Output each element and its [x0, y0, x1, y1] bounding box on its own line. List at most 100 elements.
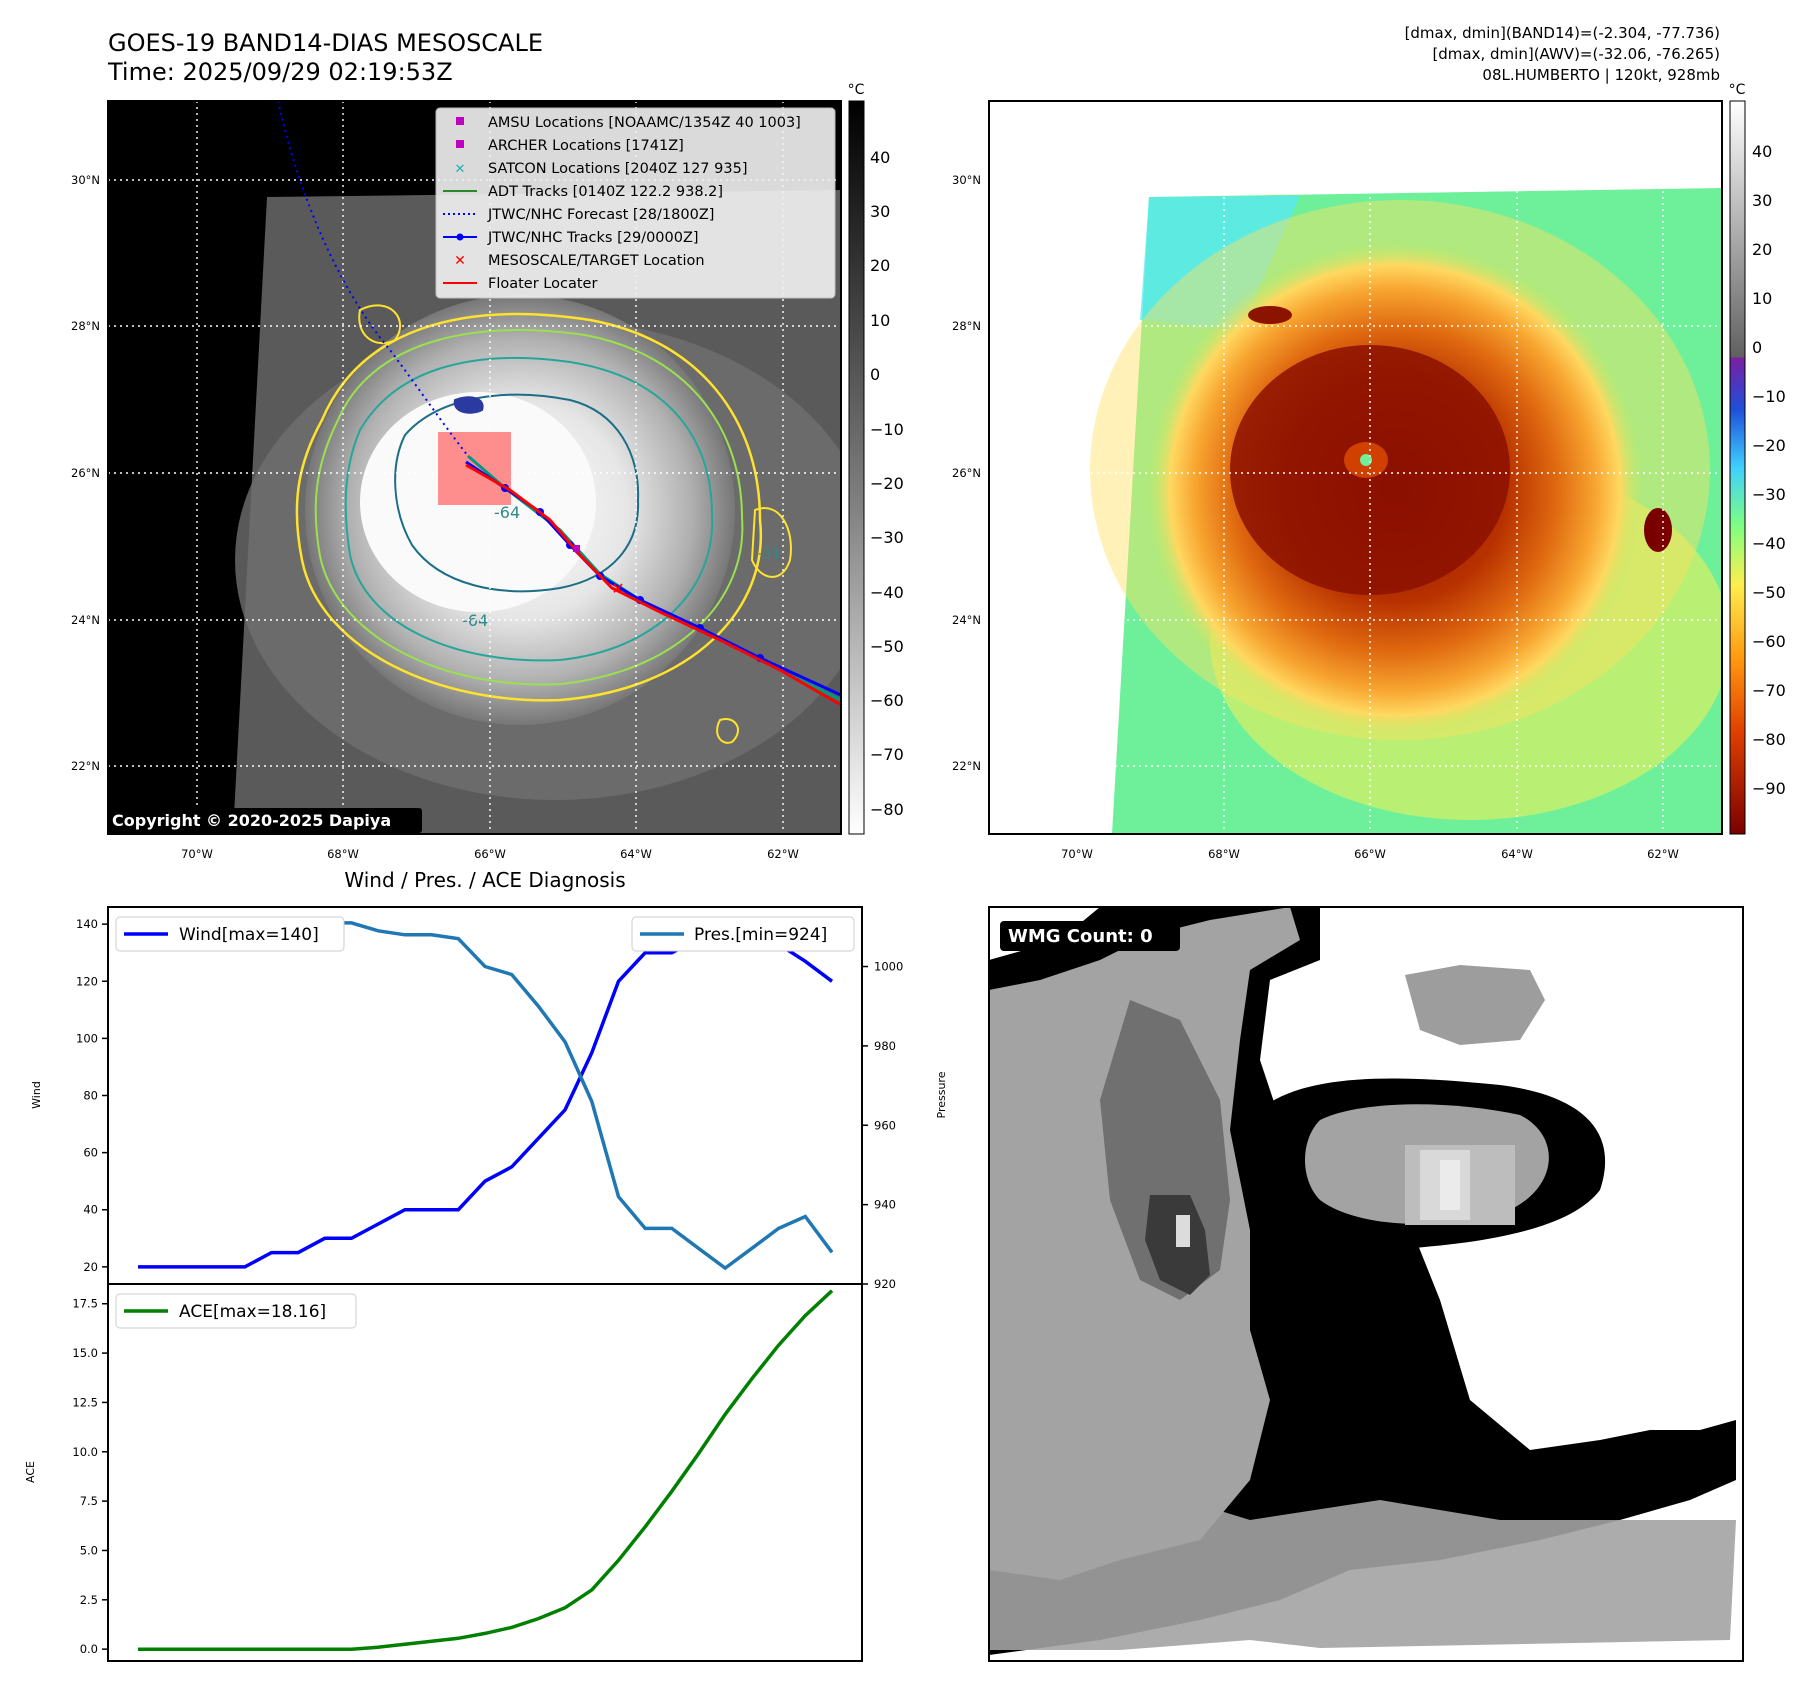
- legend-floater: Floater Locater: [488, 276, 597, 292]
- ir-colorbar-tick: 40: [870, 148, 890, 167]
- color-colorbar-tick: −50: [1752, 583, 1786, 602]
- ir-panel: -64 -64 -31: [71, 82, 904, 861]
- ir-colorbar-tick: 0: [870, 365, 880, 384]
- color-lon-label: 62°W: [1647, 847, 1679, 861]
- wmg-count-box: [1000, 921, 1180, 951]
- ir-colorbar-tick: −80: [870, 800, 904, 819]
- color-lat-label: 22°N: [952, 759, 981, 773]
- y-tick-label: 15.0: [72, 1346, 98, 1360]
- color-lon-label: 64°W: [1501, 847, 1533, 861]
- y-tick-label: 980: [874, 1039, 896, 1053]
- color-lat-label: 24°N: [952, 613, 981, 627]
- ir-contour-green: [314, 329, 744, 686]
- wind-y-axis: 20 40 60 80 100 120 140: [76, 917, 108, 1274]
- ir-colorbar-tick: −10: [870, 420, 904, 439]
- legend-satcon: SATCON Locations [2040Z 127 935]: [488, 161, 747, 177]
- color-colorbar-tick: 0: [1752, 338, 1762, 357]
- ir-legend: AMSU Locations [NOAAMC/1354Z 40 1003] AR…: [435, 107, 836, 299]
- wind-axis-label: Wind: [30, 1081, 43, 1109]
- y-tick-label: 80: [83, 1089, 98, 1103]
- color-colorbar-tick: −40: [1752, 534, 1786, 553]
- legend-amsu: AMSU Locations [NOAAMC/1354Z 40 1003]: [488, 115, 801, 131]
- color-colorbar-tick: 30: [1752, 191, 1772, 210]
- ir-colorbar-tick: −50: [870, 637, 904, 656]
- pressure-legend: Pres.[min=924]: [631, 916, 855, 952]
- ir-lon-label: 68°W: [327, 847, 359, 861]
- legend-tracks: JTWC/NHC Tracks [29/0000Z]: [487, 230, 699, 246]
- y-tick-label: 60: [83, 1146, 98, 1160]
- pressure-axis-label: Pressure: [935, 1071, 948, 1118]
- color-lat-label: 26°N: [952, 466, 981, 480]
- ir-contour-teal: [344, 356, 714, 662]
- y-tick-label: 0.0: [80, 1642, 98, 1656]
- legend-satcon-marker: ✕: [455, 162, 466, 177]
- ir-contour-yellow: [295, 312, 763, 702]
- wind-legend-label: Wind[max=140]: [179, 925, 319, 945]
- y-tick-label: 20: [83, 1260, 98, 1274]
- ir-colorbar-tick: 30: [870, 202, 890, 221]
- color-lat-labels: 30°N 28°N 26°N 24°N 22°N: [952, 173, 981, 773]
- y-tick-label: 140: [76, 917, 98, 931]
- color-colorbar-tick: −70: [1752, 681, 1786, 700]
- color-colorbar-unit: °C: [1729, 82, 1746, 98]
- color-colorbar-tick: −60: [1752, 632, 1786, 651]
- y-tick-label: 940: [874, 1198, 896, 1212]
- wind-legend: Wind[max=140]: [115, 916, 345, 952]
- y-tick-label: 10.0: [72, 1445, 98, 1459]
- color-colorbar-tick: 20: [1752, 240, 1772, 259]
- wmg-count: WMG Count: 0: [1008, 926, 1153, 947]
- ir-lon-label: 66°W: [474, 847, 506, 861]
- legend-target-marker: ✕: [454, 253, 466, 269]
- y-tick-label: 120: [76, 974, 98, 988]
- ace-legend: ACE[max=18.16]: [115, 1293, 357, 1329]
- y-tick-label: 1000: [874, 960, 903, 974]
- wmg-frame: [988, 906, 1744, 1662]
- ir-lon-label: 62°W: [767, 847, 799, 861]
- ir-colorbar-ticks: 40 30 20 10 0 −10 −20 −30 −40 −50 −60 −7…: [870, 148, 904, 819]
- ir-lon-label: 70°W: [181, 847, 213, 861]
- ir-colorbar-tick: −60: [870, 691, 904, 710]
- color-gridlines: [989, 101, 1722, 834]
- color-colorbar-tick: −30: [1752, 485, 1786, 504]
- color-lon-label: 68°W: [1208, 847, 1240, 861]
- y-tick-label: 5.0: [80, 1543, 98, 1557]
- color-lat-label: 30°N: [952, 173, 981, 187]
- ir-lat-labels: 30°N 28°N 26°N 24°N 22°N: [71, 173, 100, 773]
- color-frame: [988, 100, 1723, 835]
- info-awv: [dmax, dmin](AWV)=(-32.06, -76.265): [1432, 45, 1720, 63]
- legend-amsu-marker: [456, 117, 464, 125]
- color-colorbar-ticks: 40 30 20 10 0 −10 −20 −30 −40 −50 −60 −7…: [1752, 142, 1786, 798]
- wind-chart-frame: [107, 906, 863, 1285]
- forecast-track: [277, 101, 469, 457]
- legend-forecast: JTWC/NHC Forecast [28/1800Z]: [487, 207, 714, 223]
- info-band14: [dmax, dmin](BAND14)=(-2.304, -77.736): [1405, 24, 1720, 42]
- color-colorbar-tick: −10: [1752, 387, 1786, 406]
- ir-lon-label: 64°W: [620, 847, 652, 861]
- ir-colorbar-tick: −40: [870, 583, 904, 602]
- color-lon-label: 66°W: [1354, 847, 1386, 861]
- main-title: GOES-19 BAND14-DIAS MESOSCALE: [108, 29, 543, 57]
- color-lat-label: 28°N: [952, 319, 981, 333]
- ir-lat-label: 26°N: [71, 466, 100, 480]
- ace-chart: 0.0 2.5 5.0 7.5 10.0 12.5 15.0 17.5 ACE ACE[max…: [24, 1283, 863, 1662]
- color-colorbar-tick: −80: [1752, 730, 1786, 749]
- target-marker: ✕: [611, 579, 624, 598]
- ir-colorbar-unit: °C: [848, 82, 865, 98]
- ir-lat-label: 22°N: [71, 759, 100, 773]
- y-tick-label: 2.5: [80, 1593, 98, 1607]
- y-tick-label: 960: [874, 1118, 896, 1132]
- y-tick-label: 12.5: [72, 1395, 98, 1409]
- color-colorbar-tick: 10: [1752, 289, 1772, 308]
- ir-frame: [107, 100, 842, 835]
- color-panel: 30°N 28°N 26°N 24°N 22°N 70°W 68°W 66°W …: [952, 82, 1786, 861]
- color-colorbar-tick: −20: [1752, 436, 1786, 455]
- ace-y-axis: 0.0 2.5 5.0 7.5 10.0 12.5 15.0 17.5: [72, 1297, 108, 1656]
- color-lon-labels: 70°W 68°W 66°W 64°W 62°W: [1061, 847, 1679, 861]
- ir-colorbar-tick: −20: [870, 474, 904, 493]
- time-stamp: Time: 2025/09/29 02:19:53Z: [107, 58, 453, 86]
- info-storm: 08L.HUMBERTO | 120kt, 928mb: [1482, 66, 1720, 84]
- color-colorbar-tick: −90: [1752, 779, 1786, 798]
- legend-archer-marker: [456, 140, 464, 148]
